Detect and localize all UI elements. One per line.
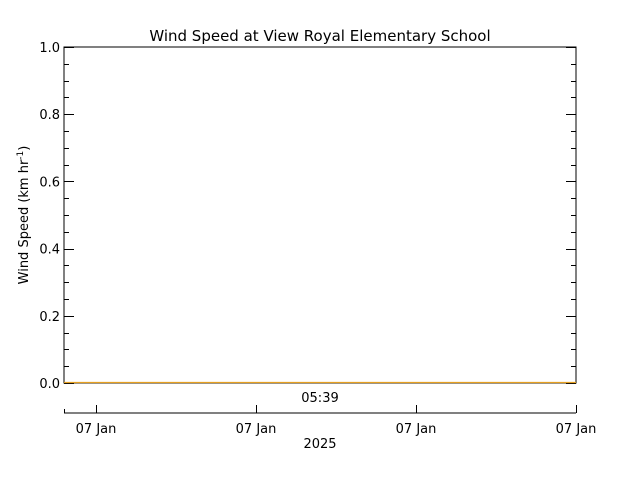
y-axis-label-close: )	[17, 146, 32, 151]
y-axis-label: Wind Speed (km hr-1)	[16, 146, 32, 285]
y-tick-label: 0.4	[39, 243, 60, 258]
y-tick-label: 0.8	[39, 108, 60, 123]
y-tick-label: 1.0	[39, 41, 60, 56]
x-axis-ticks	[64, 405, 577, 413]
chart-title: Wind Speed at View Royal Elementary Scho…	[149, 27, 490, 45]
y-axis-label-exponent: -1	[16, 151, 26, 160]
x-axis-tick-labels: 07 Jan 07 Jan 07 Jan 07 Jan	[76, 422, 597, 437]
x-axis-label: 2025	[303, 437, 336, 452]
plot-frame	[63, 46, 577, 384]
x-tick-label: 07 Jan	[236, 422, 277, 437]
y-axis-ticks	[64, 47, 576, 384]
time-annotation: 05:39	[301, 391, 338, 406]
y-axis-tick-labels: 0.0 0.2 0.4 0.6 0.8 1.0	[39, 41, 60, 392]
x-tick-label: 07 Jan	[396, 422, 437, 437]
y-tick-label: 0.6	[39, 175, 60, 190]
y-tick-label: 0.2	[39, 310, 60, 325]
x-tick-label: 07 Jan	[556, 422, 597, 437]
y-tick-label: 0.0	[39, 377, 60, 392]
x-tick-label: 07 Jan	[76, 422, 117, 437]
y-axis-label-main: Wind Speed (km hr	[17, 159, 32, 284]
